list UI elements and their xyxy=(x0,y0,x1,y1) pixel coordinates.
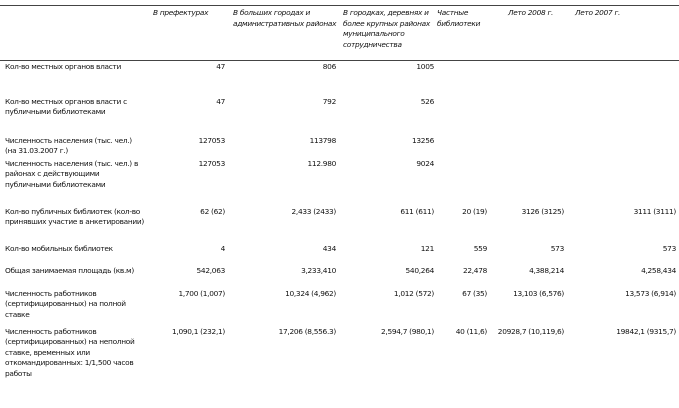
header-big-cities: В больших городах и административных рай… xyxy=(233,8,337,28)
header-label xyxy=(0,6,148,61)
table-cell: 434 xyxy=(322,243,337,253)
table-cell: 573 xyxy=(550,243,565,253)
table-cell xyxy=(490,135,572,158)
table-row: Кол-во публичных библиотек (кол-во приня… xyxy=(0,206,679,243)
header-summer-2007: Лето 2007 г. xyxy=(575,8,621,17)
table-row: Кол-во мобильных библиотек 4 434 121 559 573 5… xyxy=(0,243,679,265)
table-cell: 113798 xyxy=(309,135,337,145)
table-cell xyxy=(490,61,572,96)
library-statistics-table: В префектурах В больших городах и админи… xyxy=(0,5,679,396)
table-cell xyxy=(437,61,490,96)
header-row: В префектурах В больших городах и админи… xyxy=(0,5,679,61)
table-cell: 47 xyxy=(216,96,225,106)
table-cell: 806 xyxy=(322,62,337,71)
table-cell xyxy=(437,135,490,158)
table-row: Численность населения (тыс. чел.) (на 31… xyxy=(0,135,679,158)
table-cell: 611 (611) xyxy=(400,206,434,216)
table-cell: 127053 xyxy=(198,135,226,145)
table-cell: 526 xyxy=(420,96,435,106)
table-cell: 4,258,434 xyxy=(641,265,676,275)
table-cell: 3,233,410 xyxy=(301,265,336,275)
table-cell xyxy=(437,96,490,135)
table-cell: 1,012 (572) xyxy=(393,288,434,298)
row-label: Численность населения (тыс. чел.) (на 31… xyxy=(5,135,132,156)
row-label: Численность населения (тыс. чел.) в райо… xyxy=(5,158,138,189)
table-cell: 13,103 (6,576) xyxy=(513,288,564,298)
table-cell: 4,388,214 xyxy=(529,265,564,275)
row-label: Кол-во местных органов власти xyxy=(5,62,122,71)
table-cell: 62 (62) xyxy=(200,206,225,216)
table-cell: 3111 (3111) xyxy=(633,206,677,216)
table-cell: 1,700 (1,007) xyxy=(178,288,225,298)
table-row: Общая занимаемая площадь (кв.м) 542,063 3,… xyxy=(0,265,679,288)
table-cell: 19842,1 (9315,7) xyxy=(616,326,676,336)
header-private-libraries: Частные библиотеки xyxy=(437,8,481,28)
table-cell: 4 xyxy=(220,243,226,253)
table-row: Численность населения (тыс. чел.) в райо… xyxy=(0,158,679,206)
table-cell: 22,478 xyxy=(462,265,487,275)
row-label: Кол-во местных органов власти с публичны… xyxy=(5,96,127,117)
header-towns-villages: В городках, деревнях и более крупных рай… xyxy=(343,8,430,49)
row-label: Кол-во мобильных библиотек xyxy=(5,243,113,253)
table-cell: 127053 xyxy=(198,158,226,168)
table-cell: 20 (19) xyxy=(462,206,487,216)
table-cell: 112.980 xyxy=(307,158,337,168)
table-cell: 47 xyxy=(216,62,225,71)
table-cell: 792 xyxy=(322,96,337,106)
table-cell: 10,324 (4,962) xyxy=(285,288,336,298)
table-cell: 13,573 (6,914) xyxy=(625,288,676,298)
table-cell: 40 (11,6) xyxy=(455,326,488,336)
table-cell: 9024 xyxy=(416,158,434,168)
table-cell: 573 xyxy=(662,243,677,253)
header-summer-2008: Лето 2008 г. xyxy=(508,8,554,17)
row-label: Кол-во публичных библиотек (кол-во приня… xyxy=(5,206,144,227)
table-cell xyxy=(572,158,679,206)
table-cell: 13256 xyxy=(411,135,434,145)
table-row: Численность работников (сертифицированны… xyxy=(0,288,679,326)
table-cell: 121 xyxy=(420,243,435,253)
table-cell xyxy=(572,96,679,135)
table-cell xyxy=(437,158,490,206)
table-cell: 2,433 (2433) xyxy=(291,206,337,216)
table-cell: 20928,7 (10,119,6) xyxy=(497,326,565,336)
row-label: Численность работников (сертифицированны… xyxy=(5,326,135,378)
row-label: Общая занимаемая площадь (кв.м) xyxy=(5,265,134,275)
table-cell: 17,206 (8,556.3) xyxy=(278,326,337,336)
table-row: Численность работников (сертифицированны… xyxy=(0,326,679,396)
table-cell: 1,090,1 (232,1) xyxy=(172,326,225,336)
table-cell: 1005 xyxy=(416,62,434,71)
table-row: Кол-во местных органов власти с публичны… xyxy=(0,96,679,135)
table-cell xyxy=(490,96,572,135)
row-label: Численность работников (сертифицированны… xyxy=(5,288,126,319)
table-cell xyxy=(572,61,679,96)
table-cell: 67 (35) xyxy=(462,288,487,298)
table-cell xyxy=(490,158,572,206)
table-cell: 540,264 xyxy=(405,265,435,275)
table-cell xyxy=(572,135,679,158)
table-row: Кол-во местных органов власти 47 806 1005 xyxy=(0,61,679,96)
header-prefectures: В префектурах xyxy=(153,8,209,17)
table-cell: 3126 (3125) xyxy=(521,206,565,216)
table-cell: 559 xyxy=(473,243,488,253)
table-cell: 542,063 xyxy=(196,265,226,275)
table-cell: 2,594,7 (980,1) xyxy=(381,326,434,336)
